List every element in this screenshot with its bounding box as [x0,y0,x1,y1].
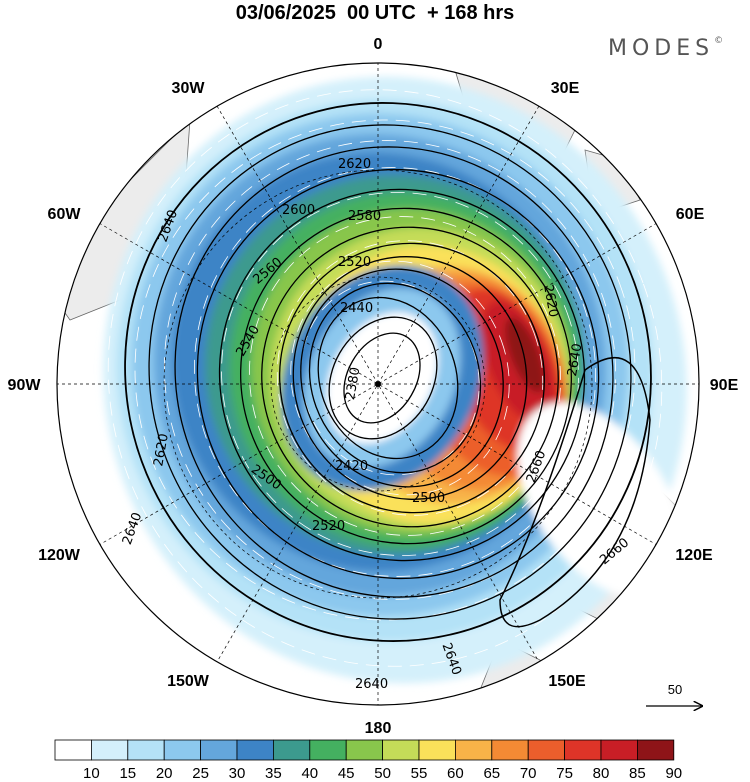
map-disk: 2620 2600 2580 2520 2640 2560 2440 2540 … [57,63,699,705]
wind-speed-fill [103,76,687,684]
colorbar-tick: 55 [411,765,428,781]
colorbar-tick: 40 [301,765,318,781]
colorbar-tick: 10 [83,765,100,781]
contour-label: 2520 [312,519,345,534]
colorbar-tick-labels: 10 15 20 25 30 35 40 45 50 55 60 65 70 75 80 85 90 [83,765,682,781]
colorbar-swatch [127,739,165,761]
colorbar-tick: 25 [192,765,209,781]
colorbar-swatches [54,739,675,761]
colorbar-tick: 45 [338,765,355,781]
lon-label-0: 0 [374,36,383,53]
brand-text: MODES [608,36,715,61]
colorbar-swatch [309,739,347,761]
contour-label: 2520 [338,255,371,270]
colorbar-swatch [454,739,493,761]
colorbar-tick: 80 [593,765,610,781]
lon-label-150w: 150W [167,673,210,690]
colorbar-tick: 20 [156,765,173,781]
graticule [57,63,699,705]
colorbar-tick: 70 [520,765,537,781]
colorbar-tick: 60 [447,765,464,781]
contour-label: 2500 [412,491,445,506]
lon-label-120w: 120W [38,547,81,564]
colorbar-swatch [418,739,456,761]
lon-label-120e: 120E [675,547,713,564]
map-border [56,62,700,706]
contour-label: 2380 [343,366,364,401]
longitude-labels: 0 30E 60E 90E 120E 150E 180 150W 120W 90… [8,36,739,737]
colorbar-swatch [91,739,129,761]
contour-label: 2600 [282,203,315,218]
colorbar-swatch [600,739,638,761]
lon-label-30w: 30W [172,80,206,97]
colorbar-swatch [54,739,92,761]
contour-label: 2420 [335,459,368,474]
colorbar-swatch [637,739,675,761]
colorbar-swatch [345,739,384,761]
wind-reference-label: 50 [668,682,682,697]
colorbar-swatch [163,739,201,761]
colorbar-tick: 75 [556,765,573,781]
contour-label: 2640 [565,342,586,377]
lon-label-180: 180 [365,720,392,737]
chart-title: 03/06/2025 00 UTC + 168 hrs [235,2,515,24]
contour-label-group: 2620 2600 2580 2520 2640 2560 2440 2540 … [120,157,632,692]
wind-reference: 50 [646,682,720,720]
contour-label: 2580 [348,209,381,224]
colorbar-tick: 65 [483,765,500,781]
colorbar-tick: 30 [229,765,246,781]
colorbar-swatch [236,739,274,761]
brand-logo: MODES© [608,36,723,61]
colorbar-swatch [200,739,238,761]
colorbar-swatch [527,739,566,761]
colorbar-tick: 35 [265,765,282,781]
pole-marker [375,381,381,387]
contour-label: 2440 [340,301,373,316]
colorbar-tick: 15 [119,765,136,781]
colorbar-swatch [272,739,311,761]
colorbar-tick: 50 [374,765,391,781]
contour-label: 2640 [355,677,388,692]
lon-label-90w: 90W [8,377,42,394]
colorbar: 10 15 20 25 30 35 40 45 50 55 60 65 70 75 80 85 90 [54,739,682,781]
colorbar-tick: 90 [665,765,682,781]
lon-label-90e: 90E [710,377,739,394]
colorbar-swatch [491,739,529,761]
lon-label-60w: 60W [48,206,82,223]
contour-label: 2620 [338,157,371,172]
brand-mark: © [714,36,724,46]
lon-label-60e: 60E [676,206,705,223]
contour-label: 2620 [540,283,561,318]
lon-label-30e: 30E [551,80,580,97]
colorbar-swatch [382,739,420,761]
colorbar-tick: 85 [629,765,646,781]
colorbar-swatch [564,739,602,761]
lon-label-150e: 150E [548,673,586,690]
contour-label: 2620 [151,432,172,467]
